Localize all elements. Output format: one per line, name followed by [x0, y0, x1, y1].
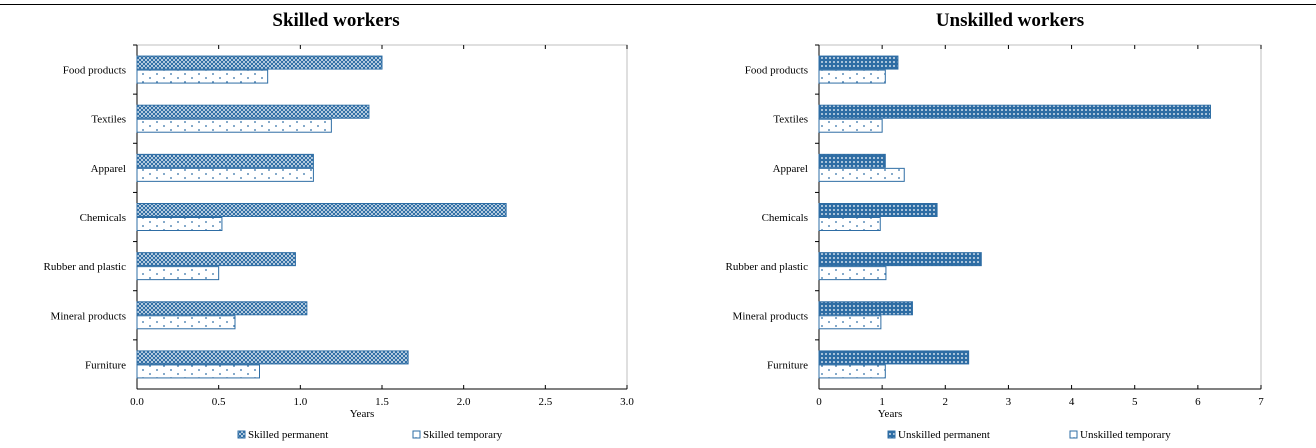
category-label: Chemicals	[80, 212, 126, 224]
x-tick-label: 4	[1069, 396, 1075, 408]
bar	[818, 203, 938, 217]
bar	[818, 118, 883, 133]
category-label: Textiles	[773, 114, 808, 126]
x-tick-label: 2.5	[538, 396, 552, 408]
bar	[818, 153, 886, 168]
legend-swatch	[412, 430, 421, 439]
bar	[136, 153, 314, 168]
category-label: Furniture	[85, 359, 126, 371]
x-tick-label: 6	[1195, 396, 1201, 408]
bar	[818, 252, 982, 267]
x-tick-label: 3	[1006, 396, 1012, 408]
category-label: Mineral products	[733, 310, 808, 322]
x-tick-label: 1.5	[375, 396, 389, 408]
legend-swatch	[237, 430, 246, 439]
bar	[136, 364, 260, 379]
x-tick-label: 0	[816, 396, 822, 408]
category-label: Furniture	[767, 359, 808, 371]
x-tick-label: 7	[1258, 396, 1264, 408]
bar	[136, 69, 269, 84]
category-label: Chemicals	[762, 212, 808, 224]
bar	[136, 167, 314, 182]
bar	[818, 69, 886, 84]
bar	[818, 55, 899, 70]
x-tick-label: 5	[1132, 396, 1138, 408]
legend-swatch	[887, 430, 896, 439]
bar	[136, 350, 409, 365]
x-tick-label: 0.0	[130, 396, 144, 408]
bar	[818, 266, 887, 281]
chart-panel: Skilled workers 0.0 0.5 1.0 1.5 2.0 2.5 3.0 Year…	[44, 10, 635, 441]
legend-label: Unskilled permanent	[898, 429, 990, 441]
bar	[136, 266, 220, 281]
category-label: Rubber and plastic	[44, 261, 127, 273]
top-rule	[0, 4, 1316, 5]
x-tick-label: 1.0	[293, 396, 307, 408]
bar	[818, 167, 905, 182]
category-label: Food products	[63, 65, 126, 77]
x-tick-label: 3.0	[620, 396, 634, 408]
bar	[136, 55, 383, 70]
bar	[818, 350, 970, 365]
bar	[818, 315, 882, 330]
bar	[136, 118, 332, 133]
legend-label: Skilled temporary	[423, 429, 503, 441]
x-tick-label: 0.5	[212, 396, 226, 408]
legend-label: Skilled permanent	[248, 429, 328, 441]
bar	[136, 104, 370, 119]
category-label: Apparel	[91, 163, 126, 175]
legend-label: Unskilled temporary	[1080, 429, 1171, 441]
chart-panel: Unskilled workers 0 1 2 3 4 5 6 7 Years Food produ…	[726, 10, 1265, 441]
x-axis-label: Years	[350, 408, 375, 420]
chart-title: Skilled workers	[272, 10, 399, 31]
bar	[818, 217, 881, 231]
bar	[818, 104, 1211, 119]
bar	[818, 301, 913, 316]
x-tick-label: 1	[879, 396, 885, 408]
x-axis-label: Years	[878, 408, 903, 420]
category-label: Mineral products	[51, 310, 126, 322]
bar	[136, 203, 507, 217]
bar	[136, 315, 236, 330]
category-label: Rubber and plastic	[726, 261, 809, 273]
x-tick-label: 2.0	[457, 396, 471, 408]
category-label: Food products	[745, 65, 808, 77]
x-tick-label: 2	[943, 396, 949, 408]
category-label: Textiles	[91, 114, 126, 126]
legend-swatch	[1069, 430, 1078, 439]
bar	[136, 301, 308, 316]
chart-title: Unskilled workers	[936, 10, 1084, 31]
bar	[136, 252, 296, 267]
bar	[818, 364, 886, 379]
bar	[136, 217, 223, 231]
category-label: Apparel	[773, 163, 808, 175]
